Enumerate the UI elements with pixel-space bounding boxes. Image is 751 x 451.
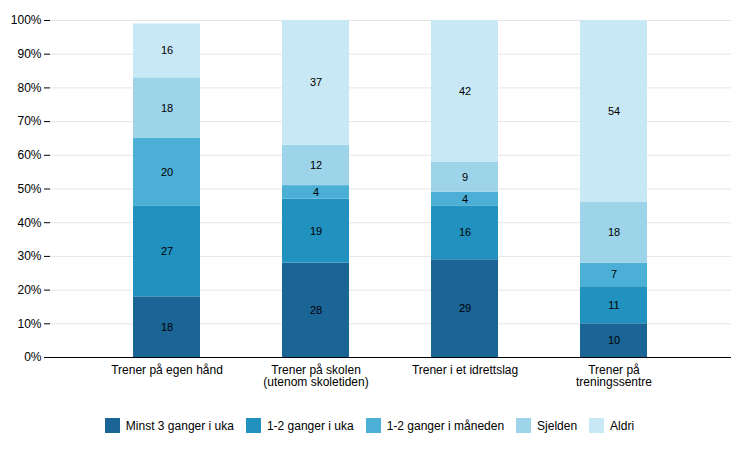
svg-text:29: 29: [459, 302, 471, 314]
svg-text:16: 16: [459, 226, 471, 238]
svg-text:18: 18: [608, 226, 620, 238]
svg-text:10: 10: [608, 334, 620, 346]
html-text:Sjelden: Sjelden: [537, 418, 578, 433]
svg-text:4: 4: [313, 186, 319, 198]
svg-text:Trener på skolen(utenom skolet: Trener på skolen(utenom skoletiden): [263, 363, 368, 389]
svg-text:Trener i et idrettslag: Trener i et idrettslag: [412, 363, 518, 377]
svg-text:10%: 10%: [17, 317, 41, 331]
svg-text:16: 16: [161, 44, 173, 56]
svg-text:50%: 50%: [17, 182, 41, 196]
svg-text:19: 19: [310, 225, 322, 237]
svg-text:7: 7: [611, 268, 617, 280]
html-text:1-2 ganger i uka: 1-2 ganger i uka: [266, 418, 354, 433]
svg-text:0%: 0%: [24, 350, 42, 364]
svg-text:28: 28: [310, 304, 322, 316]
svg-text:9: 9: [462, 171, 468, 183]
svg-text:18: 18: [161, 102, 173, 114]
svg-text:60%: 60%: [17, 148, 41, 162]
svg-text:70%: 70%: [17, 114, 41, 128]
svg-text:100%: 100%: [11, 13, 42, 27]
svg-text:12: 12: [310, 159, 322, 171]
svg-text:20: 20: [161, 166, 173, 178]
html-text:1-2 ganger i måneden: 1-2 ganger i måneden: [386, 418, 505, 433]
svg-text:42: 42: [459, 85, 471, 97]
svg-text:18: 18: [161, 321, 173, 333]
svg-text:11: 11: [608, 299, 619, 311]
svg-text:Trener påtreningssentre: Trener påtreningssentre: [576, 363, 652, 389]
html-text:Aldri: Aldri: [610, 418, 635, 433]
html-text:Minst 3 ganger i uka: Minst 3 ganger i uka: [125, 418, 234, 433]
svg-text:40%: 40%: [17, 216, 41, 230]
svg-text:Trener på egen hånd: Trener på egen hånd: [111, 363, 223, 377]
svg-text:30%: 30%: [17, 249, 41, 263]
svg-text:20%: 20%: [17, 283, 41, 297]
svg-text:90%: 90%: [17, 47, 41, 61]
svg-text:37: 37: [310, 76, 322, 88]
svg-text:27: 27: [161, 245, 173, 257]
svg-text:80%: 80%: [17, 81, 41, 95]
svg-text:4: 4: [462, 193, 468, 205]
svg-text:54: 54: [608, 105, 620, 117]
